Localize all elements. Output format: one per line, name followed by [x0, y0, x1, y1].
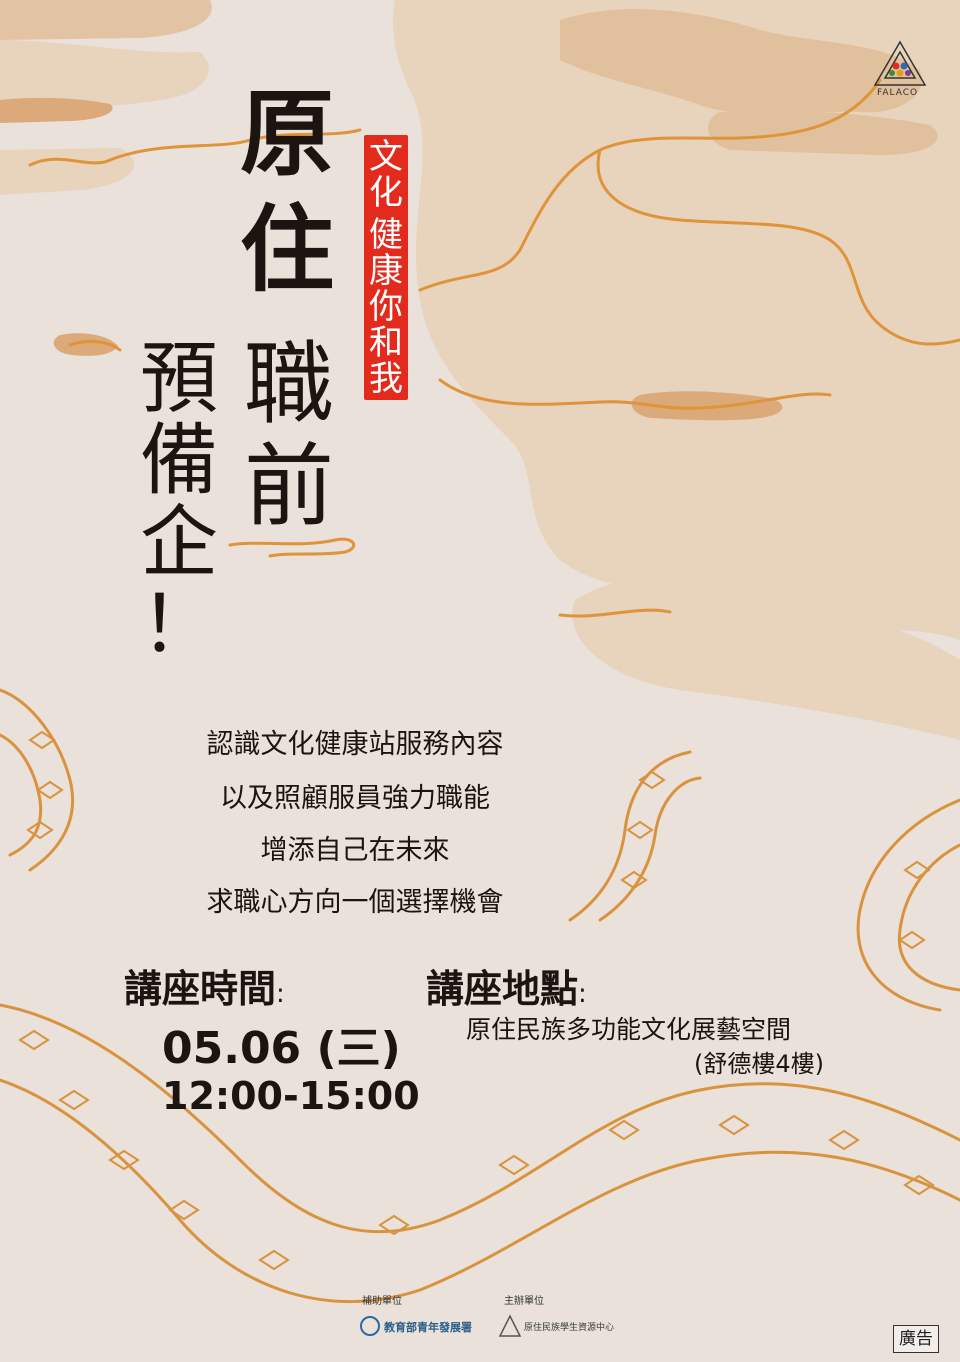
diamond-motif	[26, 820, 54, 840]
location-label-colon: :	[578, 979, 587, 1009]
cloud-shape	[0, 148, 135, 195]
title-char: 住	[240, 196, 335, 305]
flow-line	[28, 128, 362, 167]
diamond-motif	[898, 930, 926, 950]
pattern-band-edge	[568, 750, 692, 922]
pattern-band-edge	[0, 1003, 960, 1234]
title-column-3: 預 備 企 ！	[140, 340, 218, 664]
sponsor-label: 補助單位	[362, 1296, 402, 1307]
cloud-shape	[0, 97, 113, 123]
time-label-text: 講座時間	[124, 967, 277, 1011]
slogan-char: 文	[369, 136, 403, 177]
slogan-char: 和	[369, 322, 403, 363]
diamond-motif	[718, 1114, 750, 1136]
diamond-motif	[903, 1174, 935, 1196]
title-column-2: 職 前	[244, 340, 334, 532]
diamond-motif	[626, 820, 654, 840]
slogan-char: 康	[369, 250, 403, 291]
title-char: 職	[244, 332, 334, 437]
diamond-motif	[620, 870, 648, 890]
cloud-shape	[572, 576, 960, 740]
flow-line	[228, 537, 356, 558]
cloud-shape	[53, 333, 118, 356]
cloud-shape	[393, 0, 960, 640]
flow-line	[68, 339, 122, 352]
organizer-label: 主辦單位	[504, 1296, 544, 1307]
sponsor-emblem	[360, 1316, 380, 1336]
slogan-char: 你	[369, 286, 403, 327]
title-char: 前	[244, 434, 334, 539]
pattern-band-edge	[0, 688, 75, 872]
time-label-colon: :	[276, 979, 285, 1009]
diamond-motif	[168, 1199, 200, 1221]
location-label: 講座地點:	[426, 958, 587, 1013]
description-line: 增添自己在未來	[260, 835, 450, 866]
description-line: 認識文化健康站服務內容	[206, 729, 504, 760]
slogan-char: 化	[369, 172, 403, 213]
diamond-motif	[58, 1089, 90, 1111]
time-label: 講座時間:	[124, 958, 285, 1013]
cloud-shape	[708, 110, 938, 155]
title-column-1: 原 住	[240, 88, 334, 298]
pattern-band-edge	[598, 776, 702, 922]
diamond-motif	[608, 1119, 640, 1141]
corner-logo-dots	[889, 62, 911, 77]
diamond-motif	[108, 1149, 140, 1171]
title-char: ！	[140, 580, 219, 670]
description-line: 求職心方向一個選擇機會	[206, 887, 504, 918]
location-label-text: 講座地點	[426, 967, 579, 1011]
pattern-band-edge	[0, 1078, 960, 1303]
title-char: 原	[240, 80, 335, 189]
pattern-band-edge	[0, 733, 43, 857]
description-line: 以及照顧服員強力職能	[220, 783, 490, 814]
diamond-motif	[638, 770, 666, 790]
diamond-motif	[258, 1249, 290, 1271]
event-building: (舒德樓4樓)	[694, 1050, 824, 1078]
cloud-shape	[560, 9, 922, 114]
organizer-name: 原住民族學生資源中心	[524, 1323, 615, 1333]
event-hours: 12:00-15:00	[162, 1074, 420, 1118]
ad-badge: 廣告	[893, 1325, 939, 1353]
title-char: 預	[140, 334, 219, 424]
diamond-motif	[498, 1154, 530, 1176]
diamond-motif	[903, 860, 931, 880]
title-char: 備	[140, 416, 219, 506]
corner-logo-text: FALACO	[877, 88, 919, 98]
organizer-emblem	[498, 1314, 522, 1337]
cloud-shape	[0, 0, 212, 40]
flow-line	[596, 148, 960, 346]
sponsor-name: 教育部青年發展署	[384, 1321, 472, 1334]
flow-line	[558, 608, 672, 618]
diamond-motif	[378, 1214, 410, 1236]
event-date: 05.06 (三)	[162, 1023, 401, 1074]
event-place: 原住民族多功能文化展藝空間	[466, 1015, 792, 1044]
diamond-motif	[28, 730, 56, 750]
corner-logo-mark	[873, 40, 927, 86]
flow-line	[438, 378, 832, 410]
diamond-motif	[828, 1129, 860, 1151]
slogan-char: 健	[369, 214, 403, 255]
diamond-motif	[36, 780, 64, 800]
pattern-band-edge	[856, 798, 960, 1012]
slogan-char: 我	[369, 358, 403, 399]
pattern-band-edge	[897, 843, 960, 992]
diamond-motif	[18, 1029, 50, 1051]
cloud-shape	[631, 391, 783, 421]
title-char: 企	[140, 498, 219, 588]
slogan-box: 文 化 健 康 你 和 我	[364, 135, 408, 400]
